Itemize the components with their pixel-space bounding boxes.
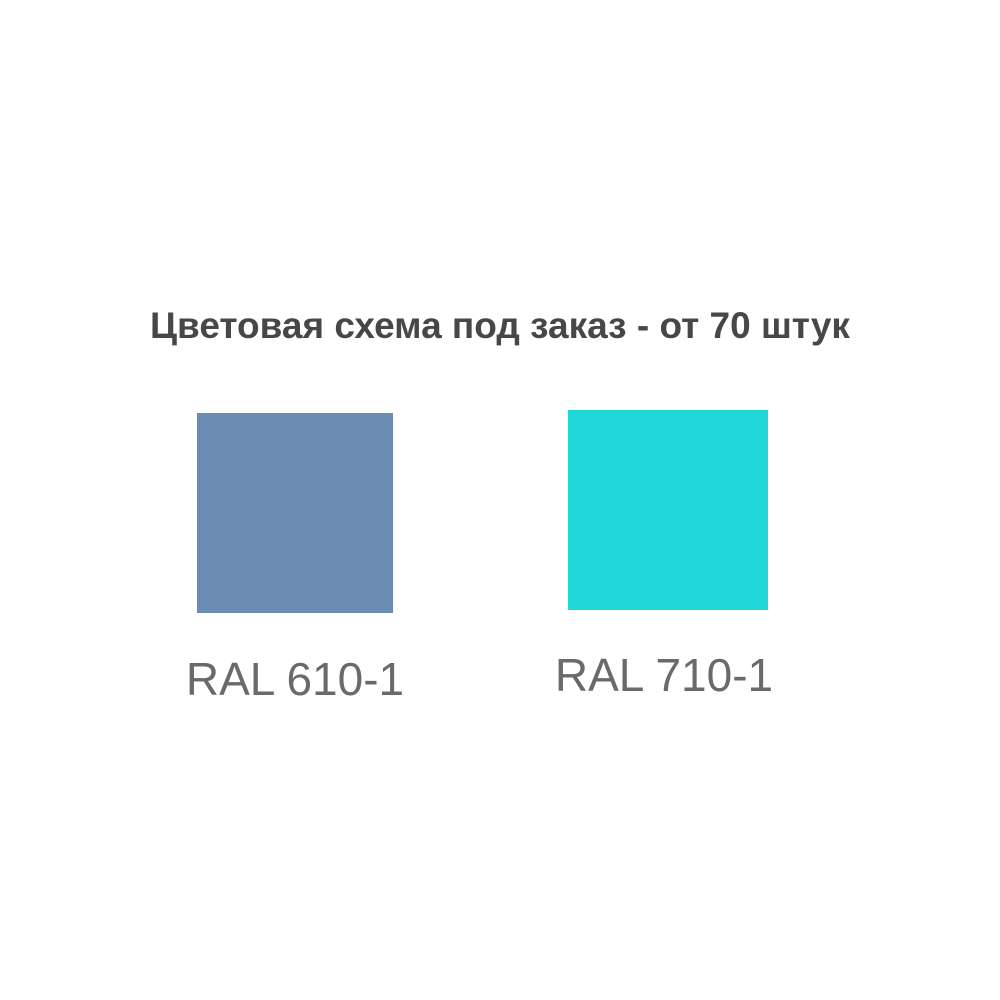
swatch-label: RAL 710-1 [554, 649, 774, 701]
page-title: Цветовая схема под заказ - от 70 штук [150, 305, 850, 346]
swatch-label: RAL 610-1 [185, 653, 405, 705]
color-swatch-ral-710-1 [568, 410, 768, 610]
color-swatch-ral-610-1 [197, 413, 393, 613]
